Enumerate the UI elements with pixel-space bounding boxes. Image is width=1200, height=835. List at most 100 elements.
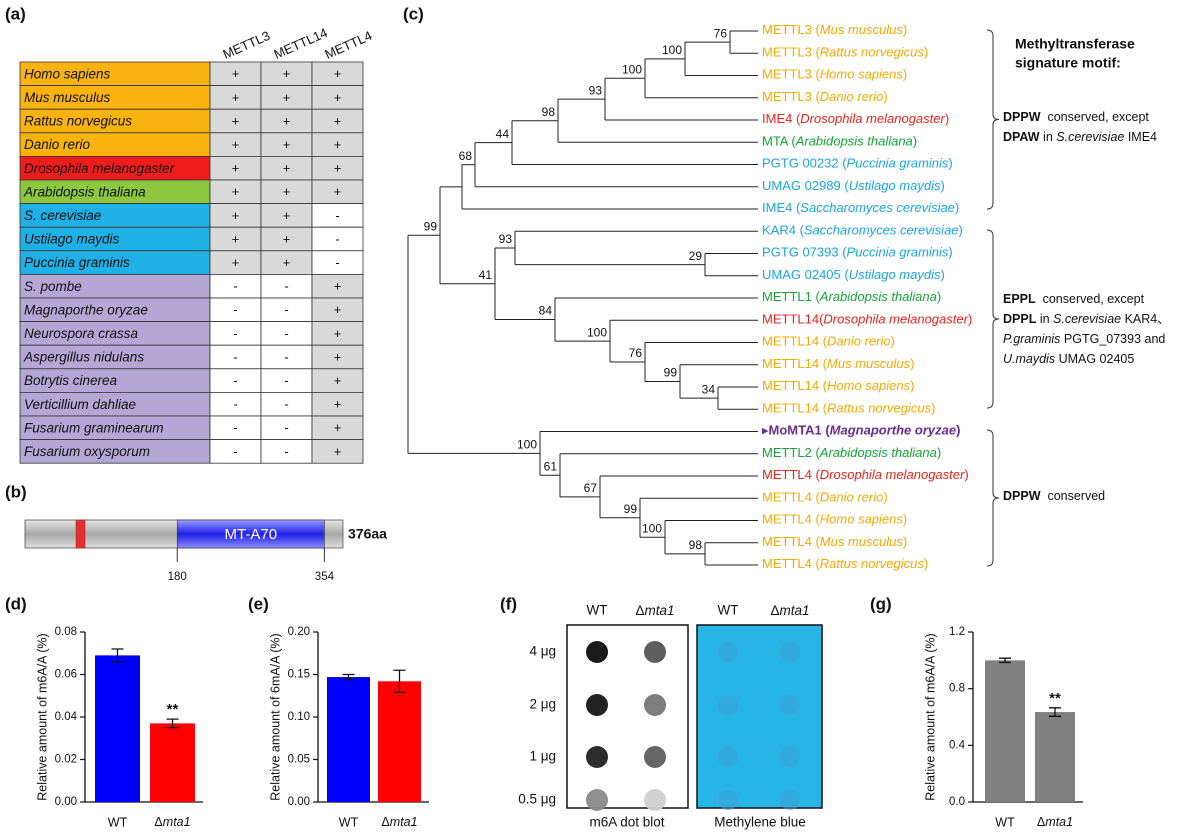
methylene-dot (718, 790, 738, 810)
leaf-label: METTL4 (Mus musculus) (762, 534, 907, 549)
bootstrap-value: 99 (664, 366, 678, 380)
annotation-line: DPPL in S.cerevisiae KAR4、 (1003, 312, 1170, 326)
species-name: Verticillium dahliae (24, 397, 136, 412)
cell-mark: - (233, 326, 237, 341)
cell-mark: + (334, 113, 342, 128)
x-tick-label: WT (108, 815, 128, 829)
species-name: Fusarium graminearum (24, 420, 164, 435)
cell-mark: - (284, 444, 288, 459)
annotation-segment: in (1036, 312, 1053, 326)
cell-mark: + (232, 208, 240, 223)
leaf-label: ▸MoMTA1 (Magnaporthe oryzae) (762, 423, 960, 438)
error-bar (999, 657, 1011, 664)
cell-mark: - (335, 255, 339, 270)
bootstrap-value: 84 (539, 304, 553, 318)
annotation-segment: U.maydis (1003, 352, 1055, 366)
bootstrap-value: 61 (544, 459, 558, 473)
cell-mark: + (334, 279, 342, 294)
annotation-line: DPPW conserved (1003, 489, 1105, 503)
error-bar (1049, 707, 1061, 717)
panel-label: (f) (500, 594, 517, 613)
leaf-label: METTL4 (Drosophila melanogaster) (762, 467, 969, 482)
species-name: Neurospora crassa (24, 326, 139, 341)
error-bar (166, 718, 179, 729)
blot-column-label: WT (718, 603, 739, 618)
m6a-dot (644, 789, 666, 811)
amount-label: 4 μg (529, 644, 556, 659)
methylene-dot (718, 642, 738, 662)
bootstrap-value: 100 (517, 438, 537, 452)
cell-mark: - (233, 397, 237, 412)
species-name: S. pombe (24, 279, 82, 294)
m6a-dot (644, 641, 666, 663)
leaf-label: METTL14 (Homo sapiens) (762, 378, 914, 393)
annotation-segment: P.graminis (1003, 332, 1060, 346)
methylene-dot (780, 695, 800, 715)
y-tick-label: 0.20 (288, 626, 310, 638)
bootstrap-value: 100 (662, 43, 682, 57)
cell-mark: + (283, 231, 291, 246)
annotation-segment: PGTG_07393 and (1060, 332, 1165, 346)
blot-methylene (696, 624, 823, 809)
y-tick-label: 0.15 (288, 669, 310, 681)
y-tick-label: 0.4 (949, 739, 966, 751)
panel-label: (b) (5, 482, 27, 501)
cell-mark: + (232, 66, 240, 81)
position-label: 180 (168, 571, 187, 583)
amount-label: 0.5 μg (518, 792, 556, 807)
annotation-segment: DPPW (1003, 489, 1041, 503)
methylene-dot (780, 642, 800, 662)
species-name: Drosophila melanogaster (24, 161, 175, 176)
y-tick-label: 0.00 (288, 796, 310, 808)
cell-mark: + (334, 373, 342, 388)
bootstrap-value: 100 (622, 62, 642, 76)
methylene-dot (780, 747, 800, 767)
leaf-label: METTL4 (Homo sapiens) (762, 512, 907, 527)
value-cell (311, 439, 364, 464)
amount-label: 2 μg (529, 697, 556, 712)
cell-mark: - (233, 302, 237, 317)
panel-label: (d) (5, 594, 27, 613)
bracket (986, 229, 1000, 409)
error-bar (342, 673, 355, 681)
cell-mark: + (283, 137, 291, 152)
panel-label: (e) (248, 594, 269, 613)
bootstrap-value: 76 (714, 26, 728, 40)
significance: ** (1049, 690, 1061, 707)
leaf-label: PGTG 00232 (Puccinia graminis) (762, 156, 953, 171)
m6a-dot (644, 694, 666, 716)
cell-mark: - (233, 444, 237, 459)
bootstrap-value: 99 (424, 219, 438, 233)
species-name: Arabidopsis thaliana (23, 184, 146, 199)
cell-mark: + (283, 66, 291, 81)
cell-mark: - (284, 397, 288, 412)
x-tick-label: WT (339, 815, 359, 829)
m6a-dot (644, 746, 666, 768)
leaf-label: UMAG 02989 (Ustilago maydis) (762, 178, 945, 193)
cell-mark: + (334, 137, 342, 152)
error-bar (393, 669, 406, 693)
cell-mark: + (334, 326, 342, 341)
annotation-line: DPPW conserved, except (1003, 110, 1149, 124)
bootstrap-value: 98 (689, 538, 703, 552)
bootstrap-value: 41 (479, 268, 493, 282)
annotation-segment: conserved (1041, 489, 1106, 503)
bar (1035, 712, 1075, 802)
annotation-segment: S.cerevisiae (1056, 130, 1124, 144)
leaf-label: UMAG 02405 (Ustilago maydis) (762, 267, 945, 282)
x-tick-label: Δmta1 (154, 815, 190, 829)
annotation-segment: IME4 (1124, 130, 1157, 144)
bracket (986, 429, 1000, 567)
cell-mark: + (232, 137, 240, 152)
cell-mark: - (284, 349, 288, 364)
annotation-segment: conserved, except (1036, 292, 1145, 306)
bootstrap-value: 44 (496, 127, 510, 141)
methylene-dot (718, 695, 738, 715)
panel-label: (a) (5, 4, 26, 23)
bootstrap-value: 67 (584, 481, 598, 495)
cell-mark: - (233, 420, 237, 435)
cell-mark: + (334, 66, 342, 81)
cell-mark: + (334, 184, 342, 199)
